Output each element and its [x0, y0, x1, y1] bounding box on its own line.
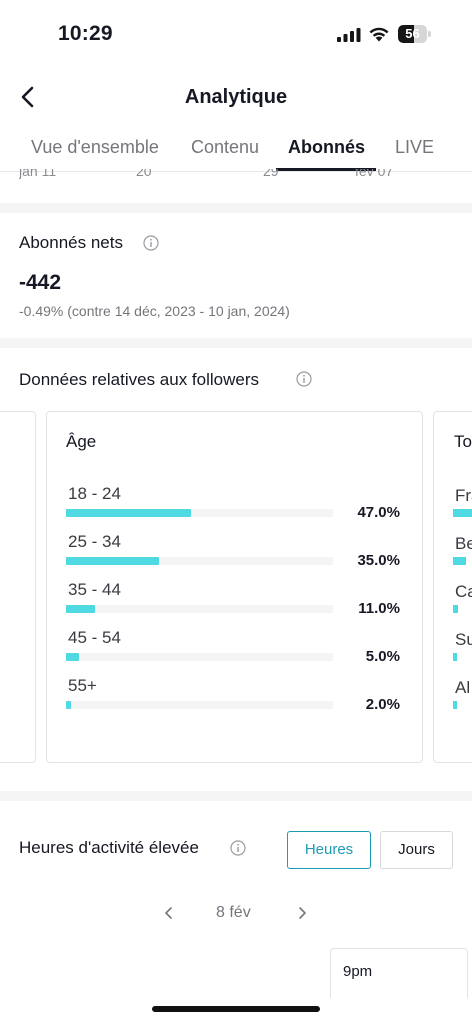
- tab-followers[interactable]: Abonnés: [288, 137, 366, 157]
- age-range-label: 35 - 44: [68, 580, 121, 599]
- info-icon[interactable]: [296, 371, 312, 387]
- location-bar: [453, 509, 472, 517]
- net-followers-title: Abonnés nets: [19, 233, 123, 252]
- locations-card-title: To: [454, 432, 472, 451]
- info-icon[interactable]: [143, 235, 159, 251]
- age-range-label: 18 - 24: [68, 484, 121, 503]
- chart-tooltip: [330, 948, 468, 998]
- battery-icon: 56: [398, 25, 431, 43]
- age-bar-track: [66, 557, 333, 565]
- tabs-divider: [0, 171, 472, 172]
- tooltip-hour: 9pm: [343, 963, 373, 980]
- age-percentage: 47.0%: [357, 504, 400, 521]
- locations-card-content: To Fra Be Ca Su Al: [433, 411, 472, 763]
- axis-tick-label: 20: [136, 169, 152, 179]
- battery-level: [398, 25, 415, 43]
- age-percentage: 11.0%: [358, 600, 400, 617]
- tab-content[interactable]: Contenu: [191, 137, 260, 157]
- days-button[interactable]: Jours: [380, 831, 453, 869]
- cellular-signal-icon: [337, 28, 361, 42]
- tab-overview[interactable]: Vue d'ensemble: [31, 137, 159, 157]
- axis-tick-label: jan 11: [19, 169, 57, 179]
- back-chevron-icon[interactable]: [14, 82, 44, 112]
- tab-live[interactable]: LIVE: [395, 137, 435, 157]
- age-percentage: 2.0%: [365, 696, 400, 713]
- axis-tick-label: fév 07: [355, 169, 394, 179]
- age-bar: [66, 701, 71, 709]
- home-indicator[interactable]: [152, 1006, 320, 1012]
- wifi-icon: [369, 27, 389, 42]
- age-percentage: 5.0%: [365, 648, 400, 665]
- section-divider: [0, 203, 472, 213]
- location-label: Al: [455, 678, 471, 697]
- section-divider: [0, 338, 472, 348]
- follower-data-title: Données relatives aux followers: [19, 370, 260, 389]
- location-label: Be: [455, 534, 472, 553]
- activity-date: 8 fév: [216, 904, 251, 921]
- age-bar-track: [66, 509, 333, 517]
- page-title: Analytique: [184, 86, 288, 108]
- locations-card[interactable]: [433, 411, 472, 763]
- previous-day-chevron-icon[interactable]: [162, 906, 176, 920]
- next-day-chevron-icon[interactable]: [295, 906, 309, 920]
- age-percentage: 35.0%: [357, 552, 400, 569]
- location-label: Fra: [455, 486, 472, 505]
- age-range-label: 55+: [68, 676, 97, 695]
- battery-percentage: 56: [405, 26, 420, 41]
- age-bar-track: [66, 605, 333, 613]
- status-time: 10:29: [58, 22, 113, 45]
- active-tab-indicator: [276, 168, 376, 171]
- location-bar: [453, 557, 466, 565]
- age-bar-track: [66, 701, 333, 709]
- axis-tick-label: 29: [263, 169, 279, 179]
- net-followers-value: -442: [19, 271, 62, 294]
- age-bar: [66, 605, 95, 613]
- activity-hours-title: Heures d'activité élevée: [19, 838, 199, 857]
- net-followers-comparison: -0.49% (contre 14 déc, 2023 - 10 jan, 20…: [19, 303, 290, 319]
- location-bar: [453, 653, 457, 661]
- location-label: Su: [455, 630, 472, 649]
- age-bar-track: [66, 653, 333, 661]
- age-bar: [66, 653, 79, 661]
- age-range-label: 45 - 54: [68, 628, 121, 647]
- age-bar: [66, 509, 191, 517]
- info-icon[interactable]: [230, 840, 246, 856]
- age-range-label: 25 - 34: [68, 532, 121, 551]
- age-card-title: Âge: [66, 432, 97, 451]
- location-bar: [453, 605, 458, 613]
- previous-card[interactable]: [0, 411, 36, 763]
- location-bar: [453, 701, 457, 709]
- hours-button[interactable]: Heures: [287, 831, 371, 869]
- age-bar: [66, 557, 159, 565]
- location-label: Ca: [455, 582, 472, 601]
- section-divider: [0, 791, 472, 801]
